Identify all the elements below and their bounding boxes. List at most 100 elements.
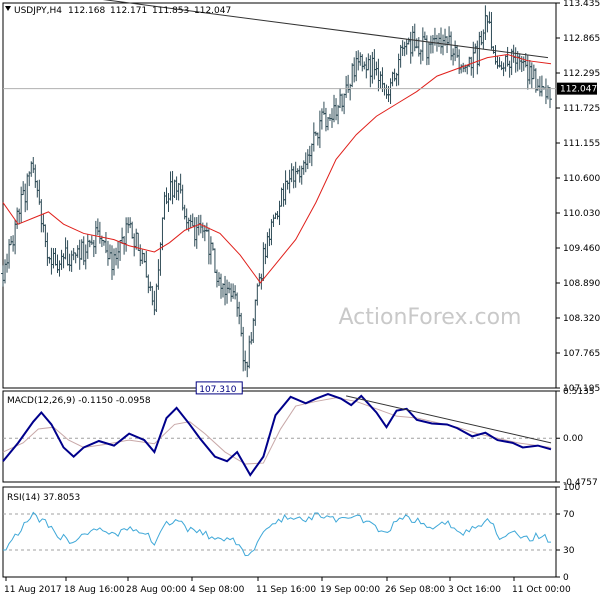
ohlc-bar	[160, 217, 165, 251]
ohlc-bar	[342, 93, 347, 115]
symbol-label: USDJPY,H4	[14, 6, 62, 16]
ohlc-bar	[87, 239, 92, 248]
ohlc-bar	[148, 281, 153, 292]
ohlc-bar	[382, 82, 387, 96]
ohlc-bar	[323, 107, 328, 132]
ohlc-bar	[279, 187, 284, 207]
price-y-tick-label: 113.435	[563, 0, 600, 9]
price-y-tick-label: 110.600	[563, 174, 600, 184]
rsi-y-tick-label: 30	[563, 546, 575, 556]
macd-trendline	[346, 395, 552, 444]
ohlc-bar	[35, 180, 40, 198]
ohlc-bar	[451, 48, 456, 66]
x-axis-tick-label: 4 Sep 08:00	[190, 585, 245, 595]
ohlc-bar	[495, 55, 500, 69]
ohlc-bar	[122, 236, 127, 255]
ohlc-bar	[71, 247, 76, 261]
ohlc-bar	[424, 35, 429, 66]
ohlc-bar	[253, 299, 258, 326]
price-y-tick-label: 108.890	[563, 279, 600, 289]
ohlc-bar	[249, 332, 254, 345]
ohlc-bar	[370, 51, 375, 84]
ohlc-bar	[334, 98, 339, 121]
ohlc-bar	[118, 240, 123, 261]
ohlc-bar	[178, 173, 183, 194]
ohlc-bar	[384, 84, 389, 99]
price-y-tick-label: 111.155	[563, 139, 600, 149]
x-axis-tick-label: 18 Aug 16:00	[64, 585, 125, 595]
ohlc-bar	[112, 248, 117, 276]
watermark: ActionForex.com	[339, 305, 522, 330]
ohlc-bar	[364, 57, 369, 79]
ohlc-bar	[307, 145, 312, 164]
x-axis-tick-label: 28 Aug 00:00	[126, 585, 187, 595]
ohlc-bar	[392, 68, 397, 82]
ohlc-bar	[218, 273, 223, 299]
x-axis-tick-label: 3 Oct 16:00	[448, 585, 501, 595]
price-callout-box	[195, 381, 243, 395]
ohlc-bar	[319, 108, 324, 130]
ohlc-bar	[436, 33, 441, 48]
price-callout-pointer	[242, 381, 246, 382]
ohlc-bar	[277, 200, 282, 226]
ohlc-bar	[11, 235, 16, 252]
ohlc-bar	[229, 283, 234, 302]
ohlc-bar	[350, 63, 355, 88]
ohlc-bar	[273, 212, 278, 219]
x-axis-tick-label: 11 Sep 16:00	[256, 585, 316, 595]
price-y-tick-label: 108.320	[563, 314, 600, 324]
ohlc-bar	[289, 163, 294, 183]
ohlc-high: 112.171	[110, 6, 147, 16]
ohlc-bar	[489, 11, 494, 50]
ohlc-bar	[214, 269, 219, 288]
x-axis-tick-label: 11 Oct 00:00	[512, 585, 571, 595]
ohlc-bar	[176, 182, 181, 201]
ohlc-bar	[243, 350, 248, 371]
ohlc-bar	[61, 253, 66, 269]
ohlc-bar	[321, 101, 326, 115]
ohlc-bar	[237, 301, 242, 325]
ohlc-bar	[261, 242, 266, 281]
ohlc-bar	[265, 232, 270, 259]
ohlc-bar	[105, 240, 110, 266]
ohlc-bar	[124, 217, 129, 252]
ohlc-bar	[146, 274, 151, 294]
ohlc-bar	[154, 283, 159, 312]
ohlc-bar	[13, 219, 18, 255]
ohlc-bar	[527, 59, 532, 85]
ohlc-bar	[65, 240, 70, 266]
ohlc-bar	[69, 250, 74, 272]
ohlc-bar	[73, 252, 78, 264]
ohlc-bar	[430, 34, 435, 54]
ohlc-bar	[281, 183, 286, 207]
ohlc-bar	[418, 49, 423, 65]
ohlc-bar	[138, 244, 143, 267]
ohlc-open: 112.168	[68, 6, 105, 16]
ohlc-bar	[180, 184, 185, 211]
rsi-y-tick-label: 70	[563, 510, 575, 520]
ohlc-bar	[426, 42, 431, 65]
ohlc-bar	[194, 217, 199, 249]
ohlc-bar	[150, 286, 155, 306]
ohlc-bar	[247, 335, 252, 369]
macd-y-tick-label: -0.4757	[563, 478, 598, 488]
ohlc-bar	[212, 248, 217, 273]
ohlc-bar	[182, 204, 187, 220]
ohlc-bar	[31, 157, 36, 174]
ohlc-bar	[49, 247, 54, 275]
macd-label: MACD(12,26,9) -0.1150 -0.0958	[7, 396, 151, 406]
ohlc-bar	[420, 27, 425, 61]
ohlc-bar	[388, 78, 393, 105]
ohlc-bar	[410, 25, 415, 57]
ohlc-bar	[170, 170, 175, 205]
ohlc-bar	[255, 283, 260, 306]
ohlc-bar	[130, 221, 135, 239]
ohlc-bar	[531, 64, 536, 80]
ohlc-bar	[156, 259, 161, 290]
ohlc-bar	[174, 176, 179, 201]
ohlc-bar	[471, 41, 476, 78]
ohlc-bar	[501, 62, 506, 77]
ohlc-bar	[152, 290, 157, 316]
ohlc-bar	[103, 232, 108, 254]
